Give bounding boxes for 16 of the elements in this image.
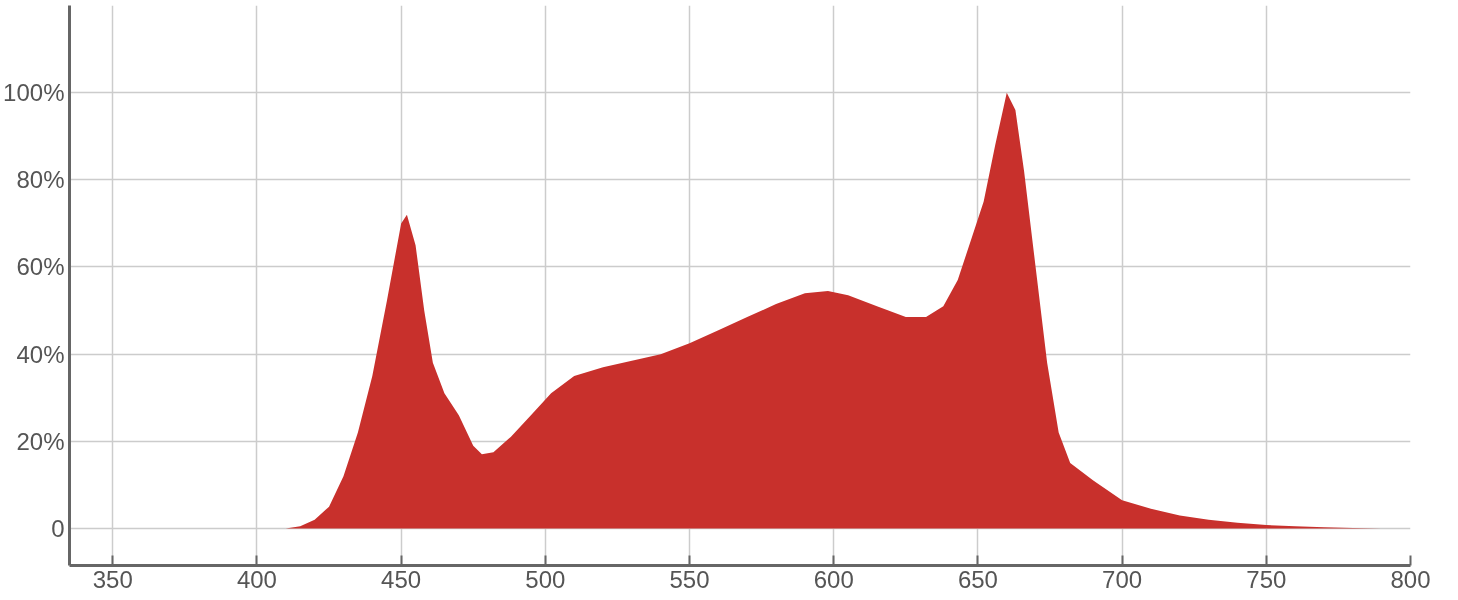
y-tick-label: 20%: [16, 427, 65, 455]
x-tick-label: 450: [381, 565, 422, 593]
x-tick-label: 650: [957, 565, 998, 593]
y-tick-label: 0: [51, 514, 65, 542]
y-tick-label: 80%: [16, 166, 65, 194]
y-tick-label: 40%: [16, 340, 65, 368]
x-tick-label: 500: [525, 565, 566, 593]
x-tick-label: 600: [813, 565, 854, 593]
y-tick-label: 100%: [3, 79, 65, 107]
x-tick-label: 750: [1246, 565, 1287, 593]
x-tick-label: 700: [1102, 565, 1143, 593]
x-tick-label: 800: [1390, 565, 1431, 593]
x-tick-label: 550: [669, 565, 710, 593]
y-tick-label: 60%: [16, 253, 65, 281]
x-tick-label: 400: [236, 565, 277, 593]
x-tick-label: 350: [92, 565, 133, 593]
